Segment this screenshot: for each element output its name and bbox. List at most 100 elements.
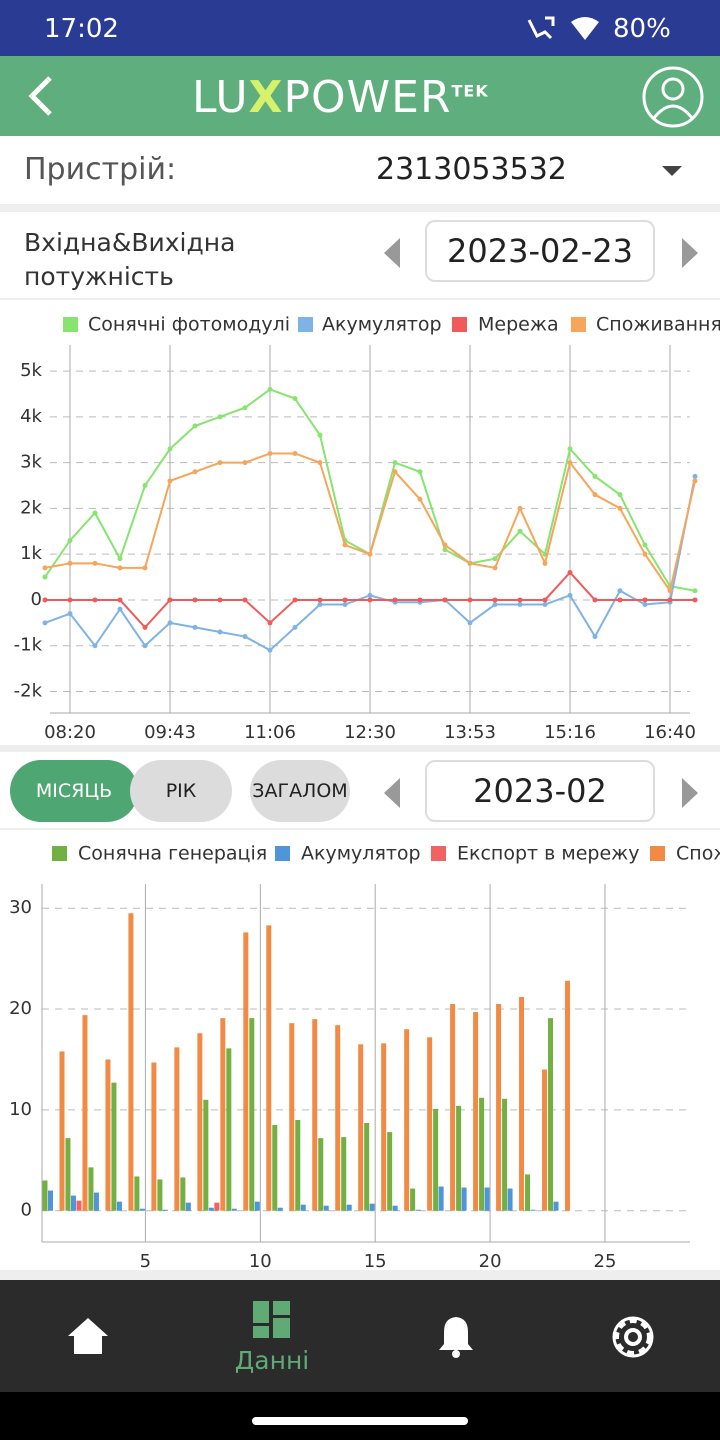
point: [92, 510, 98, 516]
bar: [197, 1033, 203, 1211]
bar: [461, 1187, 467, 1211]
point: [642, 542, 648, 548]
bar: [473, 1012, 479, 1211]
point: [567, 446, 573, 452]
bar: [542, 1069, 548, 1211]
next-period[interactable]: [678, 776, 700, 810]
point: [242, 597, 248, 603]
bar: [93, 1192, 99, 1211]
legend-swatch: [650, 846, 665, 861]
bottom-nav: Данні: [0, 1280, 720, 1392]
point: [617, 492, 623, 498]
point: [342, 597, 348, 603]
point: [242, 634, 248, 640]
bar: [450, 1004, 456, 1211]
point: [92, 643, 98, 649]
bar: [254, 1201, 260, 1211]
point: [42, 565, 48, 571]
device-row[interactable]: Пристрій: 2313053532: [0, 136, 720, 204]
period-button[interactable]: ЗАГАЛОМ: [250, 760, 350, 822]
power-row: Вхідна&Вихідна потужність 2023-02-23: [0, 212, 720, 300]
point: [317, 432, 323, 438]
x-tick-label: 16:40: [644, 722, 696, 743]
point: [92, 597, 98, 603]
bar: [387, 1132, 393, 1211]
bar: [427, 1037, 433, 1211]
bar: [203, 1099, 209, 1211]
separator: [0, 204, 720, 212]
point: [417, 469, 423, 475]
point: [42, 620, 48, 626]
bar: [70, 1195, 76, 1211]
bar: [456, 1105, 462, 1211]
bar: [548, 1018, 554, 1211]
point: [117, 606, 123, 612]
alerts-tab[interactable]: [436, 1314, 476, 1358]
bar: [249, 1018, 255, 1211]
bar: [134, 1176, 140, 1211]
x-tick-label: 12:30: [344, 722, 396, 743]
bar: [277, 1207, 283, 1211]
point: [517, 597, 523, 603]
home-tab[interactable]: [66, 1316, 110, 1356]
period-button[interactable]: РІК: [130, 760, 232, 822]
point: [192, 469, 198, 475]
y-tick-label: 0: [31, 589, 42, 610]
legend-swatch: [63, 317, 78, 332]
point: [642, 602, 648, 608]
bar: [358, 1044, 364, 1211]
point: [317, 602, 323, 608]
bar: [346, 1204, 352, 1211]
prev-day[interactable]: [382, 236, 404, 270]
profile-button[interactable]: [640, 64, 706, 130]
point: [192, 423, 198, 429]
date-picker[interactable]: 2023-02-23: [425, 220, 655, 282]
bar: [272, 1125, 278, 1211]
point: [167, 597, 173, 603]
point: [267, 386, 273, 392]
y-tick-label: 1k: [20, 543, 42, 564]
bar: [369, 1203, 375, 1211]
logo-text: LU: [192, 72, 249, 123]
bar: [208, 1207, 214, 1211]
prev-period[interactable]: [382, 776, 404, 810]
point: [242, 405, 248, 411]
bar: [151, 1062, 157, 1211]
point: [167, 478, 173, 484]
bar: [128, 913, 134, 1211]
period-picker[interactable]: 2023-02: [425, 760, 655, 822]
point: [492, 602, 498, 608]
point: [142, 624, 148, 630]
point: [392, 460, 398, 466]
point: [192, 624, 198, 630]
point: [242, 460, 248, 466]
point: [367, 592, 373, 598]
logo-x: X: [248, 72, 284, 123]
period-button[interactable]: МІСЯЦЬ: [10, 760, 138, 822]
point: [442, 542, 448, 548]
point: [617, 505, 623, 511]
legend-label: Споживання: [596, 314, 720, 336]
power-title: Вхідна&Вихідна потужність: [24, 226, 235, 294]
point: [567, 569, 573, 575]
bar: [47, 1190, 53, 1211]
bar: [157, 1179, 163, 1211]
point: [592, 492, 598, 498]
point: [667, 597, 673, 603]
next-day[interactable]: [678, 236, 700, 270]
bar: [174, 1047, 180, 1211]
legend-label: Мережа: [478, 314, 559, 336]
settings-tab[interactable]: [608, 1312, 658, 1362]
bar: [323, 1205, 329, 1211]
y-tick-label: 2k: [20, 497, 42, 518]
data-tab[interactable]: [252, 1300, 292, 1340]
bar: [226, 1048, 232, 1211]
back-button[interactable]: [24, 74, 58, 118]
bar: [266, 925, 272, 1211]
bar: [59, 1051, 65, 1211]
bar: [519, 996, 525, 1211]
bar: [214, 1202, 220, 1211]
legend-swatch: [452, 317, 467, 332]
point: [192, 597, 198, 603]
y-tick-label: 3k: [20, 452, 42, 473]
